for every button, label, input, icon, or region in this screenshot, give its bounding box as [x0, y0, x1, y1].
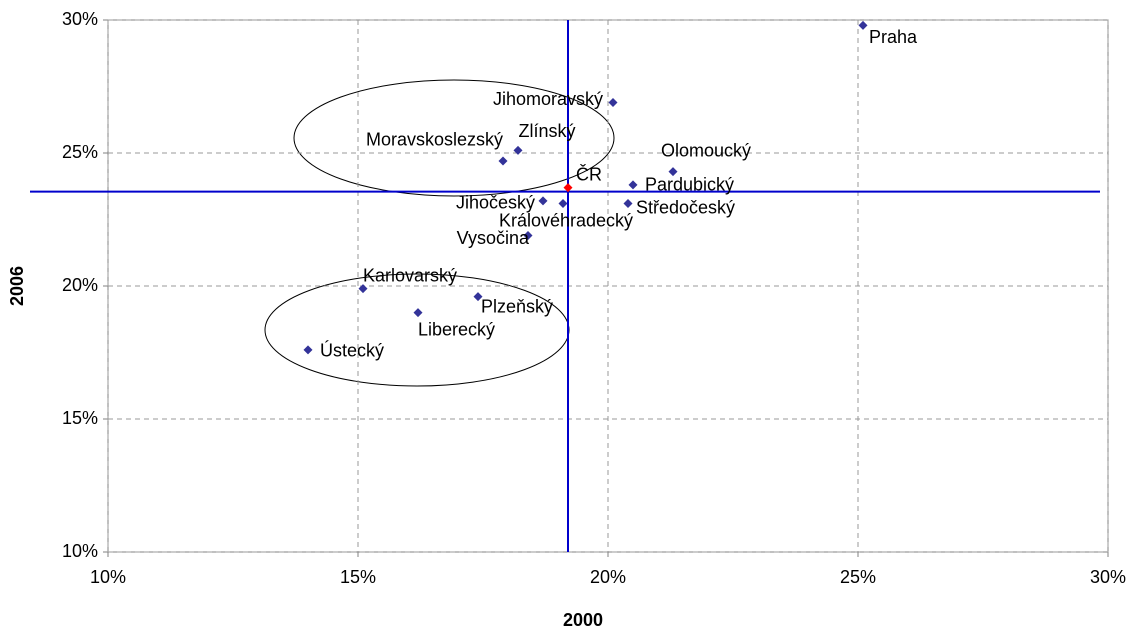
point-label: Moravskoslezský: [366, 130, 503, 150]
point-label: ČR: [576, 163, 602, 184]
point: [563, 183, 573, 193]
y-tick-label: 30%: [62, 9, 98, 29]
group-ellipse: [293, 79, 615, 197]
x-tick-label: 15%: [340, 567, 376, 587]
y-tick-label: 15%: [62, 408, 98, 428]
point: [623, 199, 633, 209]
point-label: Ústecký: [320, 340, 384, 361]
point-label: Středočeský: [636, 197, 735, 217]
point-label: Zlínský: [518, 121, 575, 141]
point-label: Jihočeský: [456, 193, 535, 213]
point: [608, 97, 618, 107]
point-label: Olomoucký: [661, 140, 751, 160]
point-label: Praha: [869, 27, 918, 47]
point-label: Jihomoravský: [493, 89, 603, 109]
x-tick-label: 30%: [1090, 567, 1126, 587]
point-label: Karlovarský: [363, 265, 457, 285]
point: [498, 156, 508, 166]
point: [513, 145, 523, 155]
point: [523, 230, 533, 240]
x-axis-label: 2000: [563, 610, 603, 630]
point-label: Plzeňský: [481, 296, 553, 316]
y-tick-label: 20%: [62, 275, 98, 295]
point: [628, 180, 638, 190]
point: [358, 284, 368, 294]
point: [668, 167, 678, 177]
group-ellipse: [264, 273, 570, 387]
point-label: Pardubický: [645, 175, 734, 195]
y-tick-label: 25%: [62, 142, 98, 162]
point-label: Vysočina: [457, 228, 530, 248]
point: [303, 345, 313, 355]
x-tick-label: 25%: [840, 567, 876, 587]
x-tick-label: 20%: [590, 567, 626, 587]
point-label: Královéhradecký: [499, 210, 633, 230]
point: [413, 308, 423, 318]
x-tick-label: 10%: [90, 567, 126, 587]
y-tick-label: 10%: [62, 541, 98, 561]
point: [473, 292, 483, 302]
point: [558, 199, 568, 209]
point-label: Liberecký: [418, 319, 495, 339]
point: [858, 20, 868, 30]
y-axis-label: 2006: [7, 266, 27, 306]
point: [538, 196, 548, 206]
